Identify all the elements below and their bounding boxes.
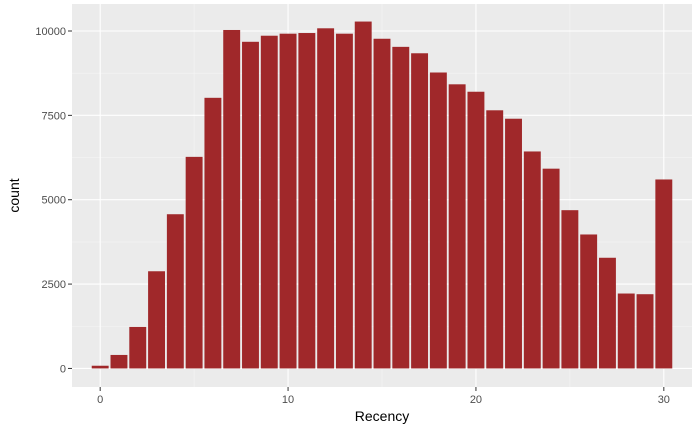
histogram-bar	[354, 21, 372, 369]
y-tick-label: 5000	[42, 195, 66, 207]
histogram-bar	[185, 156, 203, 369]
histogram-bar	[542, 168, 560, 369]
x-tick-label: 30	[658, 394, 670, 406]
y-tick-label: 0	[60, 363, 66, 375]
histogram-bar	[486, 110, 504, 369]
histogram-bar	[317, 28, 335, 369]
histogram-bar	[655, 179, 673, 369]
histogram-bar	[298, 33, 316, 369]
x-axis-ticks: 0 10 20 30	[97, 387, 670, 406]
y-axis-ticks: 0 2500 5000 7500 10000	[35, 26, 72, 375]
histogram-bar	[335, 33, 353, 369]
x-tick-label: 10	[282, 394, 294, 406]
histogram-bar	[448, 84, 466, 369]
histogram-bar	[599, 257, 616, 369]
histogram-bar	[392, 46, 410, 369]
histogram-bar	[580, 234, 598, 369]
histogram-bar	[411, 53, 429, 369]
y-tick-label: 7500	[42, 110, 66, 122]
histogram-bar	[110, 354, 128, 369]
histogram-bar	[242, 41, 259, 369]
histogram-bar	[166, 214, 184, 369]
histogram-bar	[204, 97, 222, 369]
histogram-bar	[505, 118, 522, 369]
histogram-bar	[561, 210, 579, 369]
histogram-bar	[429, 72, 447, 369]
histogram-bar	[91, 365, 109, 369]
y-tick-label: 2500	[42, 279, 66, 291]
histogram-bar	[148, 271, 165, 369]
histogram-bar	[223, 29, 241, 369]
y-tick-label: 10000	[35, 26, 66, 38]
histogram-bar	[279, 33, 297, 369]
histogram-bar	[467, 91, 485, 369]
x-tick-label: 0	[97, 394, 103, 406]
histogram-bar	[260, 35, 278, 369]
histogram-bar	[636, 294, 654, 369]
histogram-bar	[523, 151, 541, 369]
histogram-bar	[617, 293, 635, 369]
x-axis-title: Recency	[355, 408, 409, 424]
histogram-bar	[373, 38, 391, 369]
x-tick-label: 20	[470, 394, 482, 406]
bar-series	[91, 21, 673, 369]
histogram-bar	[129, 326, 147, 369]
y-axis-title: count	[6, 178, 22, 212]
